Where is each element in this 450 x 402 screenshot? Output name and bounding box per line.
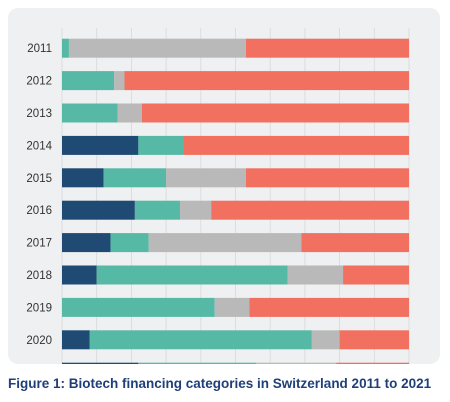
category-label: 2011 bbox=[27, 43, 52, 55]
bar-segment bbox=[287, 265, 344, 285]
bar-segment bbox=[68, 38, 246, 58]
bar-segment bbox=[124, 71, 410, 91]
bar-segment bbox=[62, 297, 215, 317]
bar-segment bbox=[62, 103, 118, 123]
bar-segment bbox=[62, 135, 139, 155]
bar-segment bbox=[62, 265, 97, 285]
bar-segment bbox=[148, 233, 302, 253]
bar-segment bbox=[134, 200, 180, 220]
bar-segment bbox=[166, 168, 246, 188]
category-label: 2018 bbox=[26, 270, 52, 282]
bar-segment bbox=[89, 330, 312, 350]
bar-segment bbox=[103, 168, 167, 188]
category-label: 2015 bbox=[26, 173, 52, 185]
bar-segment bbox=[179, 200, 212, 220]
bar-segment bbox=[138, 362, 257, 364]
bar-segment bbox=[62, 362, 139, 364]
bar-segment bbox=[301, 233, 409, 253]
figure-caption: Figure 1: Biotech financing categories i… bbox=[8, 376, 432, 391]
bar-segment bbox=[245, 168, 409, 188]
bar-segment bbox=[62, 38, 69, 58]
bar-segment bbox=[141, 103, 409, 123]
category-label: 2013 bbox=[26, 108, 52, 120]
bar-segment bbox=[62, 330, 90, 350]
bar-segment bbox=[62, 168, 104, 188]
bar-segment bbox=[96, 265, 288, 285]
bar-segment bbox=[339, 330, 409, 350]
bar-segment bbox=[245, 38, 409, 58]
category-label: 2019 bbox=[26, 302, 52, 314]
category-label: 2016 bbox=[26, 205, 52, 217]
bar-segment bbox=[256, 362, 337, 364]
bar-segment bbox=[117, 103, 142, 123]
bar-segment bbox=[110, 233, 149, 253]
category-label: 2014 bbox=[26, 140, 52, 152]
bar-segment bbox=[336, 362, 409, 364]
bar-segment bbox=[62, 71, 115, 91]
bar-segment bbox=[311, 330, 340, 350]
category-label: 2012 bbox=[26, 76, 52, 88]
bar-segment bbox=[114, 71, 125, 91]
bar-segment bbox=[62, 233, 111, 253]
bar-segment bbox=[249, 297, 409, 317]
category-label: 2020 bbox=[26, 335, 52, 347]
bar-segment bbox=[343, 265, 409, 285]
category-label: 2017 bbox=[26, 238, 52, 250]
bar-segment bbox=[62, 200, 135, 220]
bar-segment bbox=[138, 135, 184, 155]
stacked-bar-chart: 2011 2012 2013 2014 2015 2016 2017 2018 2019 2020… bbox=[26, 28, 410, 364]
bar-segment bbox=[211, 200, 409, 220]
bar-segment bbox=[214, 297, 250, 317]
chart-panel: 2011 2012 2013 2014 2015 2016 2017 2018 2019 2020… bbox=[8, 8, 440, 364]
bar-segment bbox=[183, 135, 409, 155]
